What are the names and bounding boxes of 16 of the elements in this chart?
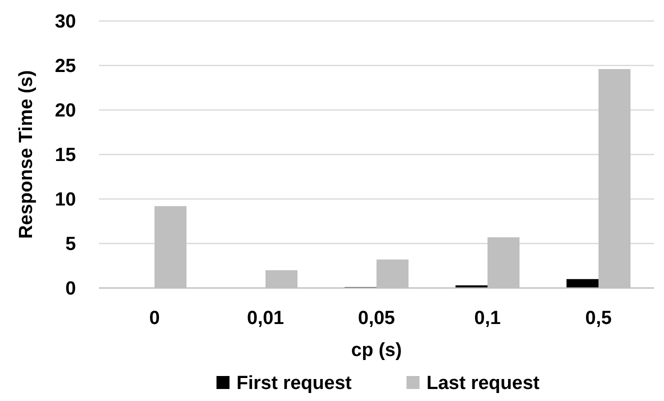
y-tick-label: 10 (54, 190, 76, 211)
y-axis-title: Response Time (s) (16, 70, 37, 239)
x-tick-label: 0 (149, 308, 160, 329)
y-tick-label: 20 (54, 100, 76, 122)
legend-label: First request (236, 373, 352, 394)
legend-label: Last request (426, 373, 540, 394)
y-tick-label: 0 (65, 278, 76, 300)
y-tick-label: 30 (54, 12, 76, 33)
y-tick-label: 15 (54, 145, 76, 166)
x-tick-label: 0,5 (585, 308, 612, 329)
x-tick-label: 0,1 (474, 308, 502, 329)
x-tick-label: 0,05 (358, 308, 396, 329)
x-axis-title: cp (s) (351, 340, 402, 361)
x-tick-label: 0,01 (247, 308, 284, 329)
y-tick-label: 5 (65, 234, 76, 256)
y-tick-label: 25 (54, 56, 76, 78)
